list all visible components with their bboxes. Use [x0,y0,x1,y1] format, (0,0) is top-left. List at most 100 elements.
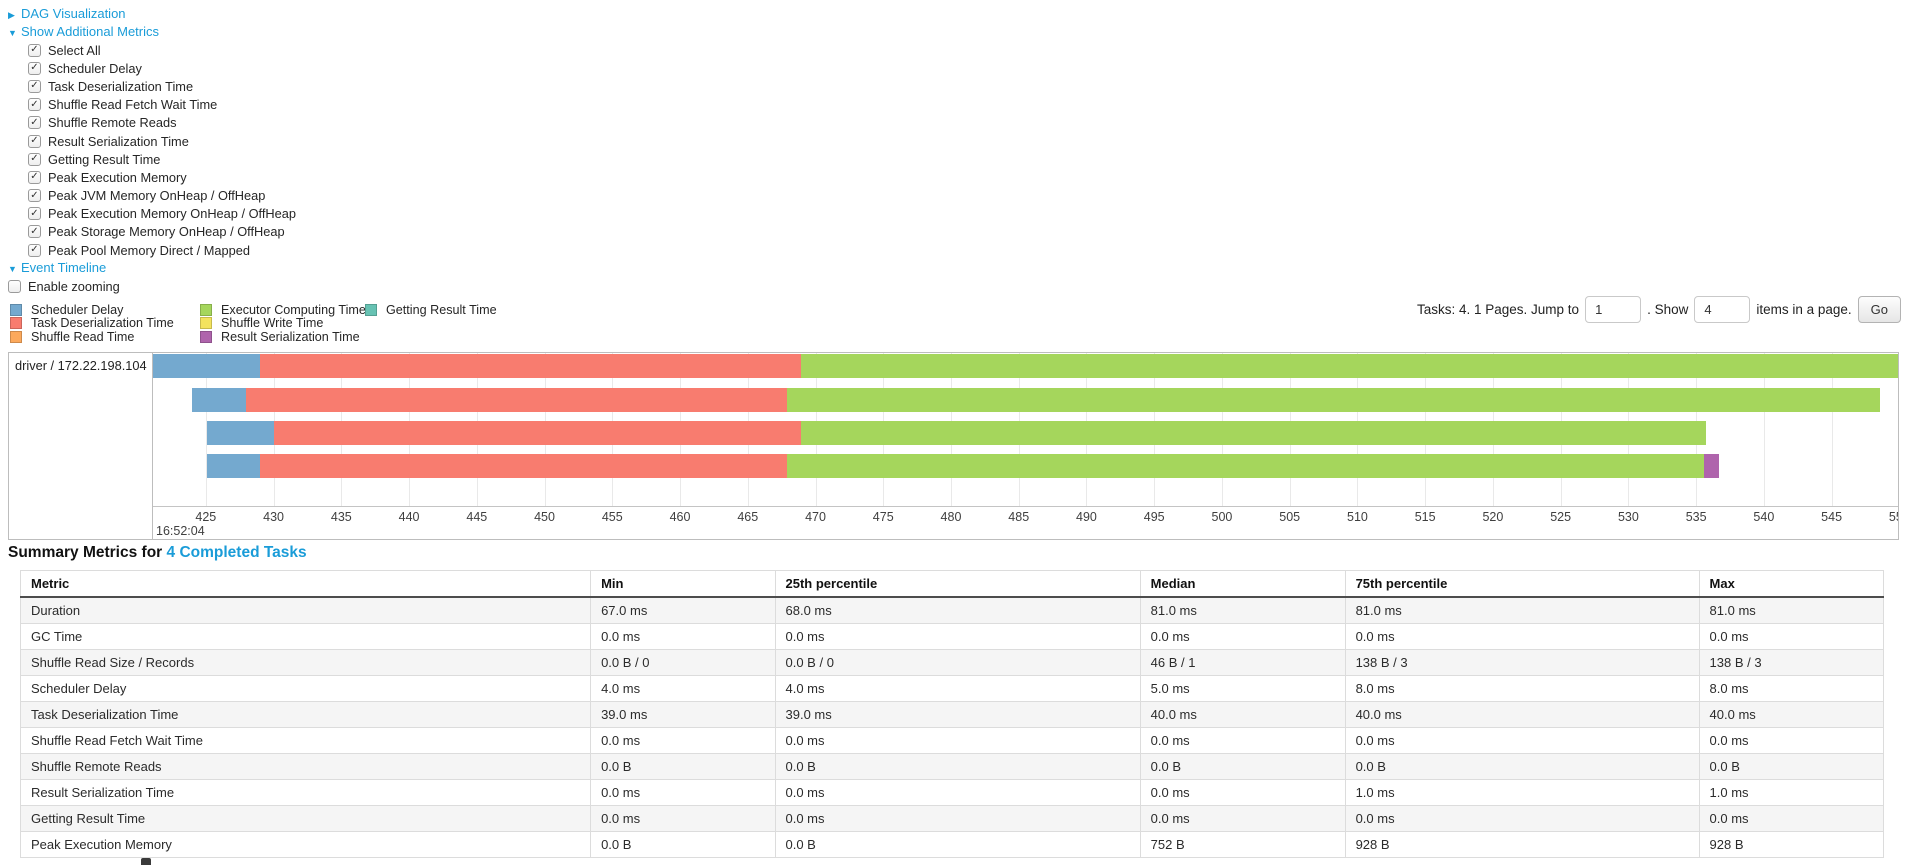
timeline-tick-label: 545 [1821,510,1843,524]
timeline-tick-label: 530 [1617,510,1639,524]
task-bar-executor-computing[interactable] [800,354,1898,378]
summary-column-header-median: Median [1139,570,1346,598]
timeline-tick-label: 495 [1143,510,1165,524]
timeline-tick-label: 510 [1346,510,1368,524]
metric-checkbox-row-task-deserialization-time[interactable]: Task Deserialization Time [28,77,296,95]
task-bar-task-deserialization[interactable] [246,388,788,412]
legend-item-getting-result-time: Getting Result Time [365,303,497,317]
metric-value-cell: 0.0 ms [1139,779,1346,806]
summary-metrics-title: Summary Metrics for 4 Completed Tasks [8,544,307,562]
metric-value-cell: 0.0 ms [1698,623,1885,650]
metric-checkbox-row-peak-jvm-memory-onheap-offheap[interactable]: Peak JVM Memory OnHeap / OffHeap [28,187,296,205]
metric-value-cell: 0.0 B [590,753,776,780]
metric-value-cell: 0.0 ms [590,779,776,806]
checkbox-task-deserialization-time[interactable] [28,79,41,93]
timeline-tick-label: 455 [601,510,623,524]
checkbox-peak-execution-memory[interactable] [28,170,41,184]
metric-value-cell: 0.0 ms [1698,805,1885,832]
completed-tasks-link[interactable]: 4 Completed Tasks [166,544,307,561]
metric-value-cell: 40.0 ms [1344,701,1700,728]
chevron-down-icon: ▼ [8,28,17,38]
task-bar-scheduler-delay[interactable] [207,454,261,478]
metric-checkbox-row-peak-execution-memory-onheap-offheap[interactable]: Peak Execution Memory OnHeap / OffHeap [28,205,296,223]
dag-visualization-label[interactable]: DAG Visualization [21,6,126,21]
checkbox-peak-pool-memory-direct-mapped[interactable] [28,243,41,257]
summary-metrics-table: Metric Min 25th percentile Median 75th perce… [19,570,1885,858]
metric-value-cell: 39.0 ms [774,701,1141,728]
checkbox-result-serialization-time[interactable] [28,134,41,148]
metric-checkbox-label: Result Serialization Time [48,133,189,149]
checkbox-peak-storage-memory-onheap-offheap[interactable] [28,225,41,239]
task-bar-task-deserialization[interactable] [273,421,801,445]
metric-value-cell: 0.0 ms [774,727,1141,754]
table-row-shuffle-read-size-records: Shuffle Read Size / Records 0.0 B / 0 0.0 … [19,649,1885,676]
metric-value-cell: 39.0 ms [590,701,776,728]
metric-checkbox-row-peak-pool-memory-direct-mapped[interactable]: Peak Pool Memory Direct / Mapped [28,241,296,259]
enable-zooming-checkbox[interactable] [8,279,21,293]
items-per-page-input[interactable] [1694,296,1751,323]
legend-item-scheduler-delay: Scheduler Delay [10,303,200,317]
dag-visualization-toggle[interactable]: ▶ DAG Visualization [8,5,296,23]
task-bar-executor-computing[interactable] [787,454,1705,478]
timeline-tick-label: 490 [1076,510,1097,524]
legend-item-executor-computing-time: Executor Computing Time [200,303,366,317]
metric-checkbox-label: Shuffle Remote Reads [48,115,177,131]
metric-checkbox-row-peak-storage-memory-onheap-offheap[interactable]: Peak Storage Memory OnHeap / OffHeap [28,223,296,241]
timeline-tick-label: 440 [398,510,420,524]
metric-checkbox-row-scheduler-delay[interactable]: Scheduler Delay [28,59,296,77]
timeline-tick-label: 430 [263,510,285,524]
checkbox-getting-result-time[interactable] [28,152,41,166]
metric-value-cell: 0.0 ms [774,805,1141,832]
task-bar-scheduler-delay[interactable] [153,354,261,378]
metric-checkbox-row-shuffle-remote-reads[interactable]: Shuffle Remote Reads [28,114,296,132]
timeline-tick-label: 450 [534,510,555,524]
legend-label: Getting Result Time [386,302,497,317]
show-additional-metrics-label[interactable]: Show Additional Metrics [21,24,160,39]
show-additional-metrics-toggle[interactable]: ▼ Show Additional Metrics [8,23,296,41]
table-row-gc-time: GC Time 0.0 ms 0.0 ms 0.0 ms 0.0 ms 0.0 ms [19,623,1885,650]
timeline-tick-label: 525 [1550,510,1572,524]
checkbox-shuffle-read-fetch-wait-time[interactable] [28,98,41,112]
task-bar-scheduler-delay[interactable] [207,421,274,445]
checkbox-peak-execution-memory-onheap-offheap[interactable] [28,207,41,221]
metric-checkbox-row-peak-execution-memory[interactable]: Peak Execution Memory [28,168,296,186]
summary-table-header-row: Metric Min 25th percentile Median 75th perce… [19,570,1885,598]
checkbox-shuffle-remote-reads[interactable] [28,116,41,130]
checkbox-scheduler-delay[interactable] [28,61,41,75]
chevron-right-icon: ▶ [8,10,15,20]
summary-column-header-min: Min [590,570,776,598]
metric-value-cell: 0.0 B / 0 [774,649,1141,676]
metric-checkbox-row-shuffle-read-fetch-wait-time[interactable]: Shuffle Read Fetch Wait Time [28,96,296,114]
pagination-show-text: . Show [1647,302,1689,317]
timeline-tick-label: 480 [940,510,962,524]
go-button[interactable]: Go [1857,296,1901,323]
checkbox-peak-jvm-memory-onheap-offheap[interactable] [28,189,41,203]
legend-swatch-icon [10,303,22,316]
timeline-plot-area[interactable]: 16:52:04 425 430 435 440 445 450 455 460 465 470 4… [153,353,1898,539]
metric-value-cell: 67.0 ms [590,596,776,624]
timeline-tick-label: 475 [872,510,894,524]
checkbox-select-all[interactable] [28,43,41,57]
task-bar-task-deserialization[interactable] [260,454,788,478]
task-bar-result-serialization[interactable] [1704,454,1720,478]
task-bar-task-deserialization[interactable] [260,354,801,378]
summary-column-header-75th-percentile: 75th percentile [1344,570,1700,598]
event-timeline-toggle[interactable]: ▼ Event Timeline [8,259,296,277]
metric-checkbox-label: Peak Pool Memory Direct / Mapped [48,242,250,258]
metric-checkbox-label: Getting Result Time [48,151,161,167]
task-bar-scheduler-delay[interactable] [192,388,247,412]
task-bar-executor-computing[interactable] [800,421,1706,445]
metric-value-cell: 0.0 ms [774,779,1141,806]
metric-checkbox-row-getting-result-time[interactable]: Getting Result Time [28,150,296,168]
timeline-tick-label: 460 [669,510,691,524]
jump-to-page-input[interactable] [1585,296,1642,323]
metric-name-cell: Task Deserialization Time [19,701,592,728]
metric-checkbox-row-result-serialization-time[interactable]: Result Serialization Time [28,132,296,150]
event-timeline-label[interactable]: Event Timeline [21,260,107,276]
metric-checkbox-label: Peak Execution Memory [48,169,187,185]
task-bar-executor-computing[interactable] [787,388,1881,412]
enable-zooming-row[interactable]: Enable zooming [8,277,296,295]
timeline-tick-label: 485 [1008,510,1030,524]
chevron-down-icon: ▼ [8,264,17,275]
metric-checkbox-row-select-all[interactable]: Select All [28,41,296,59]
